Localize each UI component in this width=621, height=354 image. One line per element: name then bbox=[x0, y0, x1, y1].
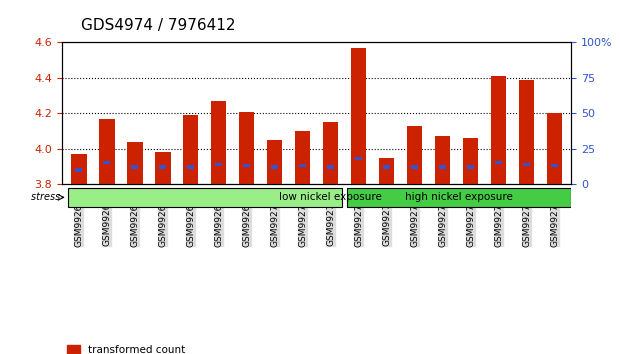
Bar bbox=[211, 101, 227, 184]
Bar bbox=[323, 122, 338, 184]
Bar bbox=[99, 119, 114, 184]
Bar bbox=[379, 158, 394, 184]
Bar bbox=[463, 138, 478, 184]
Bar bbox=[132, 166, 138, 169]
Bar bbox=[411, 166, 418, 169]
Bar bbox=[239, 112, 255, 184]
Text: high nickel exposure: high nickel exposure bbox=[406, 192, 514, 202]
Bar bbox=[551, 164, 558, 167]
Bar bbox=[243, 164, 250, 167]
Bar bbox=[155, 152, 171, 184]
Text: stress: stress bbox=[31, 192, 63, 202]
Legend: transformed count, percentile rank within the sample: transformed count, percentile rank withi… bbox=[67, 345, 264, 354]
Bar bbox=[495, 161, 502, 165]
Bar bbox=[271, 166, 278, 169]
Bar bbox=[519, 80, 534, 184]
Bar bbox=[491, 76, 506, 184]
Text: GDS4974 / 7976412: GDS4974 / 7976412 bbox=[81, 18, 235, 33]
Bar bbox=[295, 131, 310, 184]
Bar bbox=[355, 157, 362, 160]
Bar bbox=[327, 166, 334, 169]
FancyBboxPatch shape bbox=[68, 188, 342, 207]
Bar bbox=[75, 169, 83, 172]
Bar bbox=[439, 166, 446, 169]
FancyBboxPatch shape bbox=[348, 188, 571, 207]
Bar bbox=[435, 136, 450, 184]
Bar bbox=[160, 166, 166, 169]
Bar bbox=[299, 164, 306, 167]
Bar bbox=[71, 154, 86, 184]
Bar bbox=[183, 115, 199, 184]
Bar bbox=[127, 142, 143, 184]
Bar bbox=[467, 166, 474, 169]
Bar bbox=[104, 161, 111, 165]
Bar bbox=[383, 166, 390, 169]
Bar bbox=[351, 48, 366, 184]
Bar bbox=[523, 163, 530, 166]
Bar bbox=[188, 166, 194, 169]
Bar bbox=[267, 140, 283, 184]
Bar bbox=[215, 163, 222, 166]
Bar bbox=[407, 126, 422, 184]
Text: low nickel exposure: low nickel exposure bbox=[279, 192, 382, 202]
Bar bbox=[547, 113, 562, 184]
